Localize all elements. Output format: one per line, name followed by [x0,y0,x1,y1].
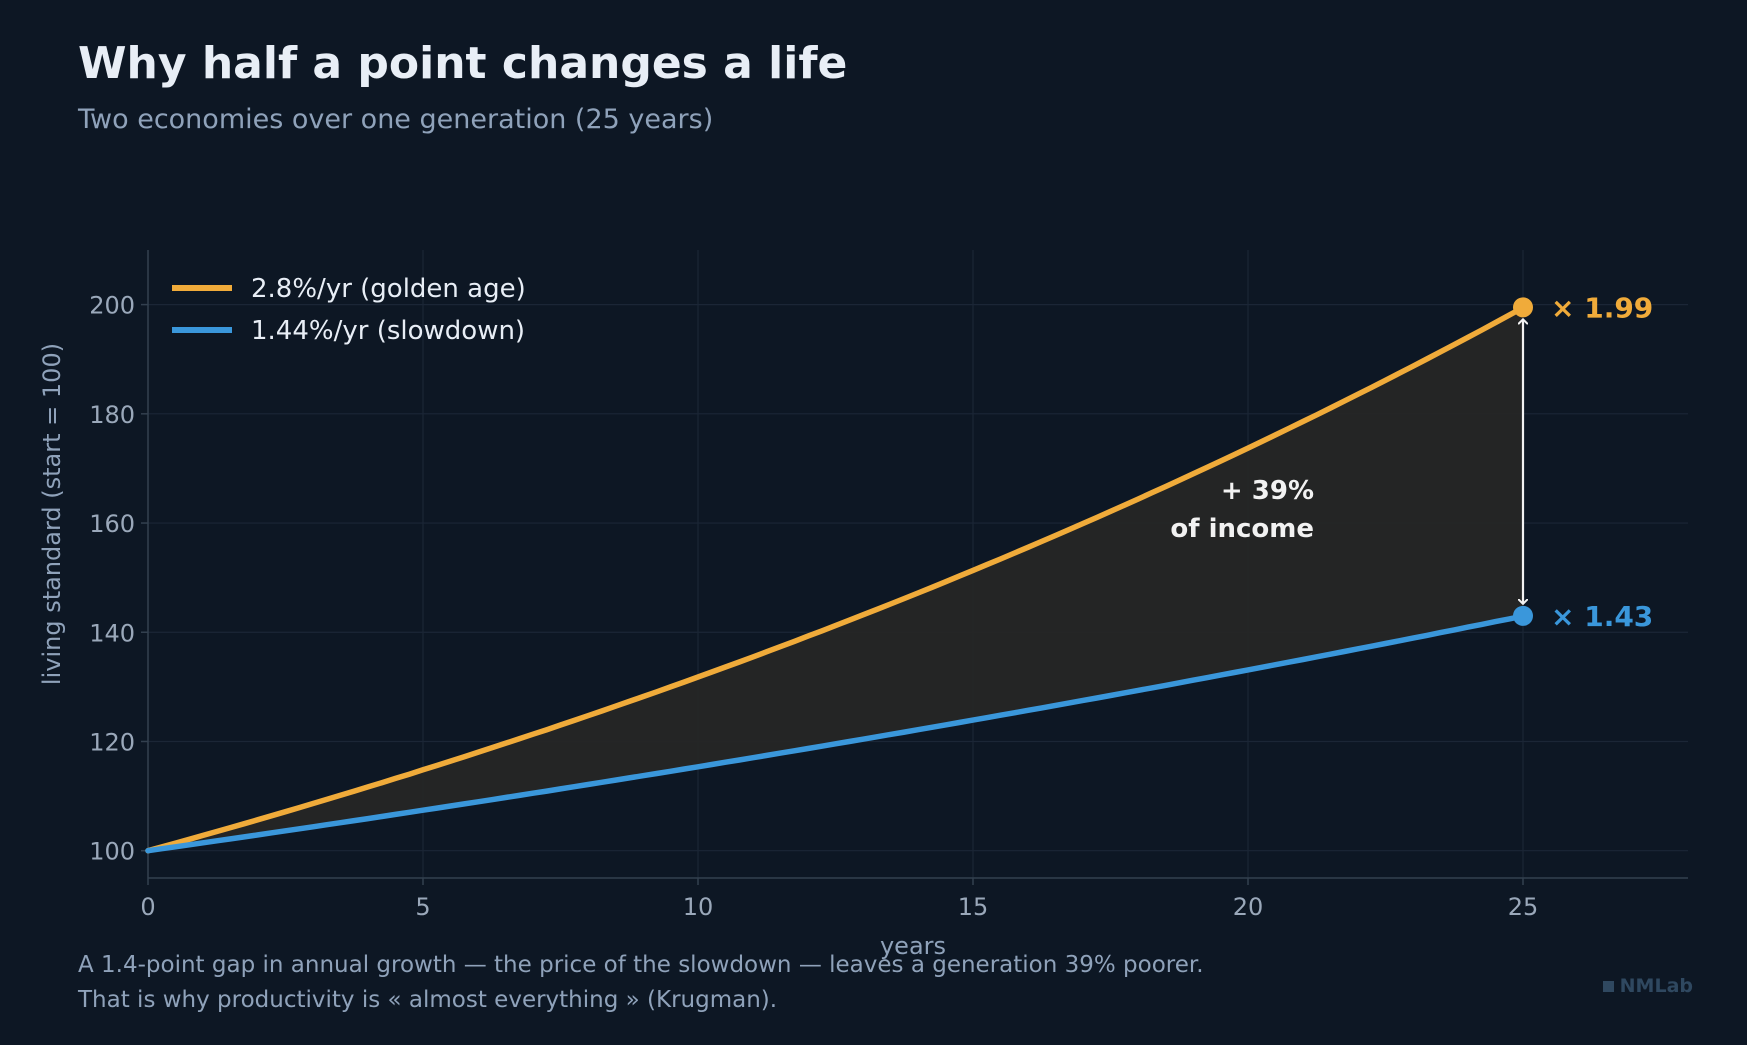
series: × 1.99 × 1.43 [145,291,1653,854]
series-line-golden-age [145,304,1526,854]
caption-line-2: That is why productivity is « almost eve… [78,987,778,1013]
y-tick-label: 100 [89,838,135,866]
brand-watermark: NMLab [1602,975,1693,997]
y-tick-label: 200 [89,292,135,320]
brand-label: NMLab [1619,975,1693,997]
x-tick-label: 10 [683,893,714,921]
legend-label: 2.8%/yr (golden age) [251,274,526,304]
gap-annotation-line-2: of income [1170,514,1314,544]
x-axis-label: years [880,932,946,960]
caption-line-1: A 1.4-point gap in annual growth — the p… [78,952,1204,978]
y-tick-label: 160 [89,510,135,538]
y-axis-label: living standard (start = 100) [38,343,66,685]
gap-annotation-line-1: + 39% [1221,476,1314,506]
chart-subtitle: Two economies over one generation (25 ye… [78,104,714,135]
series-end-label-golden-age: × 1.99 [1551,291,1653,324]
x-tick-label: 5 [415,893,430,921]
x-tick-label: 25 [1508,893,1539,921]
series-endpoint-golden-age [1513,297,1533,318]
series-end-label-slowdown: × 1.43 [1551,600,1653,633]
y-tick-label: 140 [89,619,135,647]
series-endpoint-slowdown [1513,605,1533,626]
x-tick-label: 0 [140,893,155,921]
x-tick-label: 20 [1233,893,1264,921]
legend: 2.8%/yr (golden age) 1.44%/yr (slowdown) [172,274,526,346]
gap-area [148,307,1523,851]
y-tick-label: 120 [89,728,135,756]
y-tick-label: 180 [89,401,135,429]
x-tick-label: 15 [958,893,989,921]
axes: 0 5 10 15 20 25 100 120 140 160 180 200 years living … [38,250,1688,960]
brand-square-icon [1602,980,1614,992]
annotations: + 39% of income [1170,319,1523,604]
legend-label: 1.44%/yr (slowdown) [251,316,525,346]
series-line-slowdown [145,613,1526,854]
chart-title: Why half a point changes a life [78,38,848,89]
gap-fill-area [148,307,1523,851]
